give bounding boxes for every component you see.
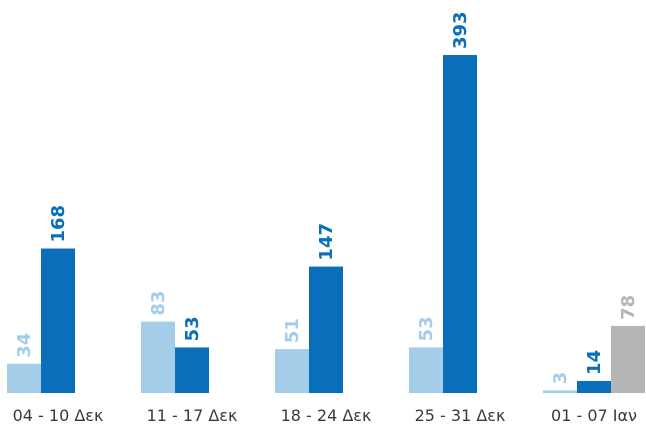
bar-2-0 — [275, 349, 309, 393]
x-tick-label-4: 01 - 07 Ιαν — [551, 406, 637, 425]
value-label-1-1: 53 — [182, 316, 203, 341]
x-tick-label-3: 25 - 31 Δεκ — [415, 406, 506, 425]
value-label-0-0: 34 — [14, 333, 35, 358]
bar-2-1 — [309, 266, 343, 393]
bar-1-1 — [175, 347, 209, 393]
x-tick-labels-group: 04 - 10 Δεκ 11 - 17 Δεκ 18 - 24 Δεκ 25 - 31… — [13, 406, 637, 425]
x-tick-label-2: 18 - 24 Δεκ — [281, 406, 372, 425]
bar-0-1 — [41, 248, 75, 393]
value-label-1-0: 83 — [148, 291, 169, 316]
bar-4-2 — [611, 325, 645, 393]
x-tick-label-0: 04 - 10 Δεκ — [13, 406, 104, 425]
value-label-4-2: 78 — [618, 295, 639, 320]
bar-3-0 — [409, 347, 443, 393]
bars-group — [7, 55, 645, 394]
bar-4-0 — [543, 390, 577, 393]
x-tick-label-1: 11 - 17 Δεκ — [147, 406, 238, 425]
bar-0-0 — [7, 363, 41, 393]
value-label-4-0: 3 — [550, 372, 571, 385]
value-label-3-0: 53 — [416, 316, 437, 341]
bar-3-1 — [443, 55, 477, 394]
value-label-2-1: 147 — [316, 223, 337, 261]
value-label-3-1: 393 — [450, 11, 471, 49]
value-label-2-0: 51 — [282, 318, 303, 343]
value-label-0-1: 168 — [48, 205, 69, 243]
value-label-4-1: 14 — [584, 350, 605, 375]
bar-4-1 — [577, 380, 611, 393]
value-labels-group: 34 168 83 53 51 147 53 393 3 14 78 — [14, 11, 639, 384]
bar-1-0 — [141, 321, 175, 393]
